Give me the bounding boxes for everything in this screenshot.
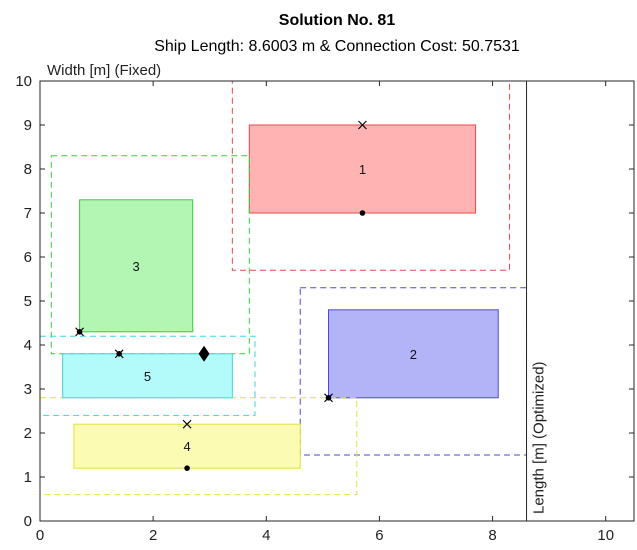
- markers-layer: [75, 120, 367, 472]
- y-tick-label: 5: [24, 293, 32, 310]
- dot-marker: [76, 329, 83, 335]
- y-tick-label: 9: [24, 117, 32, 134]
- chart-title: Solution No. 81: [279, 12, 396, 29]
- block-2-label: 2: [410, 347, 417, 362]
- block-2: 2: [299, 287, 528, 456]
- block-5-boundary: [39, 335, 256, 416]
- block-4-boundary: [39, 397, 358, 496]
- x-marker: [182, 419, 192, 429]
- x-tick-label: 6: [375, 527, 383, 544]
- block-1-boundary: [231, 80, 511, 271]
- dot-marker: [359, 210, 366, 216]
- x-tick-label: 2: [149, 527, 157, 544]
- dot-marker: [325, 395, 332, 401]
- y-tick-label: 0: [24, 513, 32, 530]
- block-4-label: 4: [183, 439, 190, 454]
- block-2-rect: [328, 309, 499, 399]
- x-tick-label: 0: [36, 527, 44, 544]
- y-tick-label: 7: [24, 205, 32, 222]
- length-label: Length [m] (Optimized): [531, 361, 548, 514]
- block-4: 4: [39, 397, 358, 496]
- block-3: 3: [50, 155, 250, 355]
- width-label: Width [m] (Fixed): [47, 62, 161, 79]
- diamond-marker: [198, 345, 210, 362]
- block-4-rect: [73, 423, 301, 469]
- dot-marker: [116, 351, 122, 357]
- axes-layer: 0 2 4 6 8 10 0 1 2 3 4 5 6 7 8 9 10: [15, 73, 635, 544]
- y-tick-label: 8: [24, 161, 32, 178]
- block-5-label: 5: [144, 369, 151, 384]
- block-1-label: 1: [359, 162, 366, 177]
- y-tick-label: 2: [24, 425, 32, 442]
- block-1: 1: [231, 80, 511, 271]
- y-tick-label: 3: [24, 381, 32, 398]
- blocks-layer: 1 2 3 4 5: [39, 80, 528, 496]
- block-3-rect: [79, 199, 194, 333]
- dot-marker: [184, 465, 190, 472]
- x-tick-label: 10: [597, 527, 614, 544]
- block-5: 5: [39, 335, 256, 416]
- block-1-rect: [248, 124, 477, 214]
- x-tick-label: 4: [262, 527, 270, 544]
- y-tick-label: 6: [24, 249, 32, 266]
- x-marker: [358, 120, 367, 130]
- x-tick-label: 8: [488, 527, 496, 544]
- block-3-label: 3: [133, 259, 140, 274]
- y-tick-label: 1: [24, 469, 32, 486]
- y-tick-label: 10: [15, 73, 32, 90]
- y-tick-label: 4: [24, 337, 32, 354]
- block-2-boundary: [299, 287, 528, 456]
- chart-subtitle: Ship Length: 8.6003 m & Connection Cost:…: [154, 38, 520, 55]
